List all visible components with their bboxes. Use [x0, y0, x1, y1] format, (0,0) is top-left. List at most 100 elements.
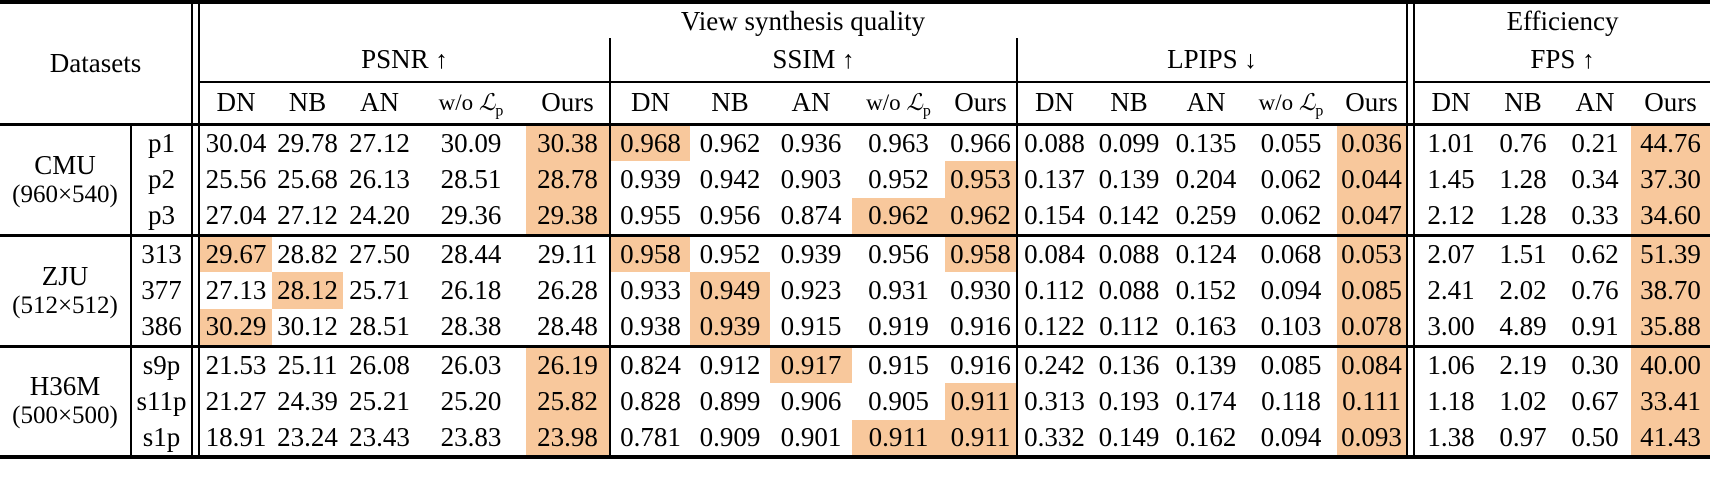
ssim-value-cell: 0.949 — [690, 272, 770, 309]
header-metric-row: PSNR ↑ SSIM ↑ LPIPS ↓ FPS ↑ — [0, 38, 1710, 83]
up-arrow-icon: ↑ — [842, 47, 855, 74]
ssim-value-cell: 0.923 — [780, 275, 842, 305]
double-rule — [191, 82, 200, 126]
ssim-value-cell: 0.911 — [945, 420, 1017, 457]
ssim-value-cell: 0.911 — [852, 420, 945, 457]
lpips-value-cell: 0.088 — [1016, 124, 1091, 161]
fps-value-cell: 0.33 — [1571, 200, 1619, 231]
fps-value-cell: 0.50 — [1571, 422, 1619, 452]
double-rule — [1406, 383, 1416, 420]
script-l-symbol: ℒ — [1298, 89, 1316, 116]
lpips-value-cell: 0.036 — [1337, 124, 1408, 161]
ssim-value-cell: 0.952 — [868, 164, 929, 194]
ssim-value-cell: 0.956 — [852, 233, 945, 272]
lpips-value-cell: 0.068 — [1245, 233, 1337, 272]
psnr-value-cell: 30.38 — [526, 124, 610, 161]
table-row: H36M (500×500) s9p 21.53 25.11 26.08 26.03 26.1… — [0, 344, 1710, 457]
lpips-value-cell: 0.152 — [1175, 275, 1237, 305]
fps-value-cell: 0.34 — [1571, 164, 1619, 194]
dataset-name: ZJU — [41, 260, 89, 291]
ssim-value-cell: 0.962 — [945, 198, 1017, 235]
ssim-value-cell: 0.953 — [945, 161, 1017, 198]
lpips-value-cell: 0.154 — [1016, 198, 1091, 235]
table-row: s1p 18.91 23.24 23.43 23.83 23.98 0.781 0.909 0.… — [0, 420, 1710, 457]
ssim-value-cell: 0.909 — [699, 422, 761, 452]
row-label: s11p — [130, 383, 192, 420]
dataset-cell: ZJU (512×512) — [0, 233, 131, 346]
fps-value-cell: 0.67 — [1571, 386, 1619, 416]
ssim-value-cell: 0.933 — [609, 272, 690, 309]
ssim-value-cell: 0.936 — [780, 127, 842, 158]
fps-value-cell: 1.18 — [1427, 386, 1475, 416]
psnr-value-cell: 29.67 — [199, 233, 272, 272]
double-rule — [191, 344, 200, 383]
psnr-value-cell: 18.91 — [205, 422, 267, 452]
fps-value-cell: 51.39 — [1631, 233, 1710, 272]
dataset-cell: H36M (500×500) — [0, 344, 131, 457]
psnr-value-cell: 25.56 — [205, 164, 267, 194]
psnr-value-cell: 24.39 — [277, 386, 338, 416]
up-arrow-icon: ↑ — [1582, 47, 1595, 74]
lpips-value-cell: 0.149 — [1098, 422, 1160, 452]
psnr-value-cell: 30.04 — [205, 127, 267, 158]
row-label: 386 — [130, 309, 192, 346]
method-col-ours: Ours — [1631, 82, 1710, 126]
lpips-value-cell: 0.085 — [1337, 272, 1408, 309]
psnr-value-cell: 27.12 — [349, 127, 410, 158]
psnr-value-cell: 21.53 — [199, 344, 272, 383]
lpips-value-cell: 0.332 — [1016, 420, 1091, 457]
double-rule — [1406, 344, 1416, 383]
fps-value-cell: 34.60 — [1631, 198, 1710, 235]
ssim-value-cell: 0.828 — [609, 383, 690, 420]
method-col-nb: NB — [690, 82, 770, 126]
ssim-label: SSIM — [772, 44, 836, 74]
psnr-value-cell: 30.12 — [277, 311, 338, 342]
psnr-value-cell: 28.48 — [537, 311, 598, 342]
psnr-value-cell: 25.11 — [272, 344, 343, 383]
lpips-value-cell: 0.078 — [1337, 309, 1408, 346]
dataset-name: CMU — [34, 149, 96, 180]
fps-value-cell: 2.07 — [1414, 233, 1488, 272]
method-col-wo-lp: w/o ℒp — [1245, 82, 1337, 126]
table-row: s11p 21.27 24.39 25.21 25.20 25.82 0.828 0.899 0… — [0, 383, 1710, 420]
fps-header: FPS ↑ — [1414, 38, 1710, 83]
results-table: Datasets View synthesis quality Efficien… — [0, 0, 1710, 459]
fps-value-cell: 33.41 — [1631, 383, 1710, 420]
ssim-value-cell: 0.939 — [690, 309, 770, 346]
psnr-value-cell: 24.20 — [349, 200, 410, 231]
ssim-value-cell: 0.899 — [699, 386, 761, 416]
lpips-value-cell: 0.094 — [1260, 422, 1322, 452]
psnr-value-cell: 25.20 — [440, 386, 502, 416]
fps-value-cell: 0.62 — [1559, 233, 1632, 272]
datasets-header: Datasets — [0, 2, 192, 126]
wo-label: w/o — [438, 89, 474, 115]
ssim-value-cell: 0.952 — [690, 233, 770, 272]
row-label: p2 — [130, 161, 192, 198]
lpips-value-cell: 0.204 — [1175, 164, 1237, 194]
ssim-value-cell: 0.968 — [609, 124, 690, 161]
double-rule — [1406, 420, 1416, 457]
ssim-value-cell: 0.938 — [609, 309, 690, 346]
ssim-value-cell: 0.931 — [868, 275, 929, 305]
double-rule — [191, 38, 200, 82]
table-row: p3 27.04 27.12 24.20 29.36 29.38 0.955 0.956 0.8… — [0, 198, 1710, 235]
psnr-value-cell: 26.19 — [526, 344, 610, 383]
double-rule — [191, 2, 200, 38]
fps-value-cell: 1.45 — [1427, 164, 1475, 194]
psnr-value-cell: 30.09 — [440, 127, 502, 158]
lpips-value-cell: 0.137 — [1016, 161, 1091, 198]
lpips-value-cell: 0.084 — [1016, 233, 1091, 272]
ssim-value-cell: 0.930 — [950, 275, 1011, 305]
table-row: p2 25.56 25.68 26.13 28.51 28.78 0.939 0.942 0.9… — [0, 161, 1710, 198]
double-rule — [191, 383, 200, 420]
double-rule — [1406, 124, 1416, 161]
dataset-resolution: (960×540) — [12, 180, 118, 208]
psnr-value-cell: 23.43 — [349, 422, 410, 452]
lpips-value-cell: 0.142 — [1098, 200, 1160, 231]
ssim-value-cell: 0.917 — [770, 344, 852, 383]
psnr-value-cell: 25.68 — [277, 164, 338, 194]
double-rule — [1406, 161, 1416, 198]
lpips-value-cell: 0.099 — [1098, 127, 1160, 158]
psnr-value-cell: 23.98 — [526, 420, 610, 457]
method-col-nb: NB — [1091, 82, 1167, 126]
